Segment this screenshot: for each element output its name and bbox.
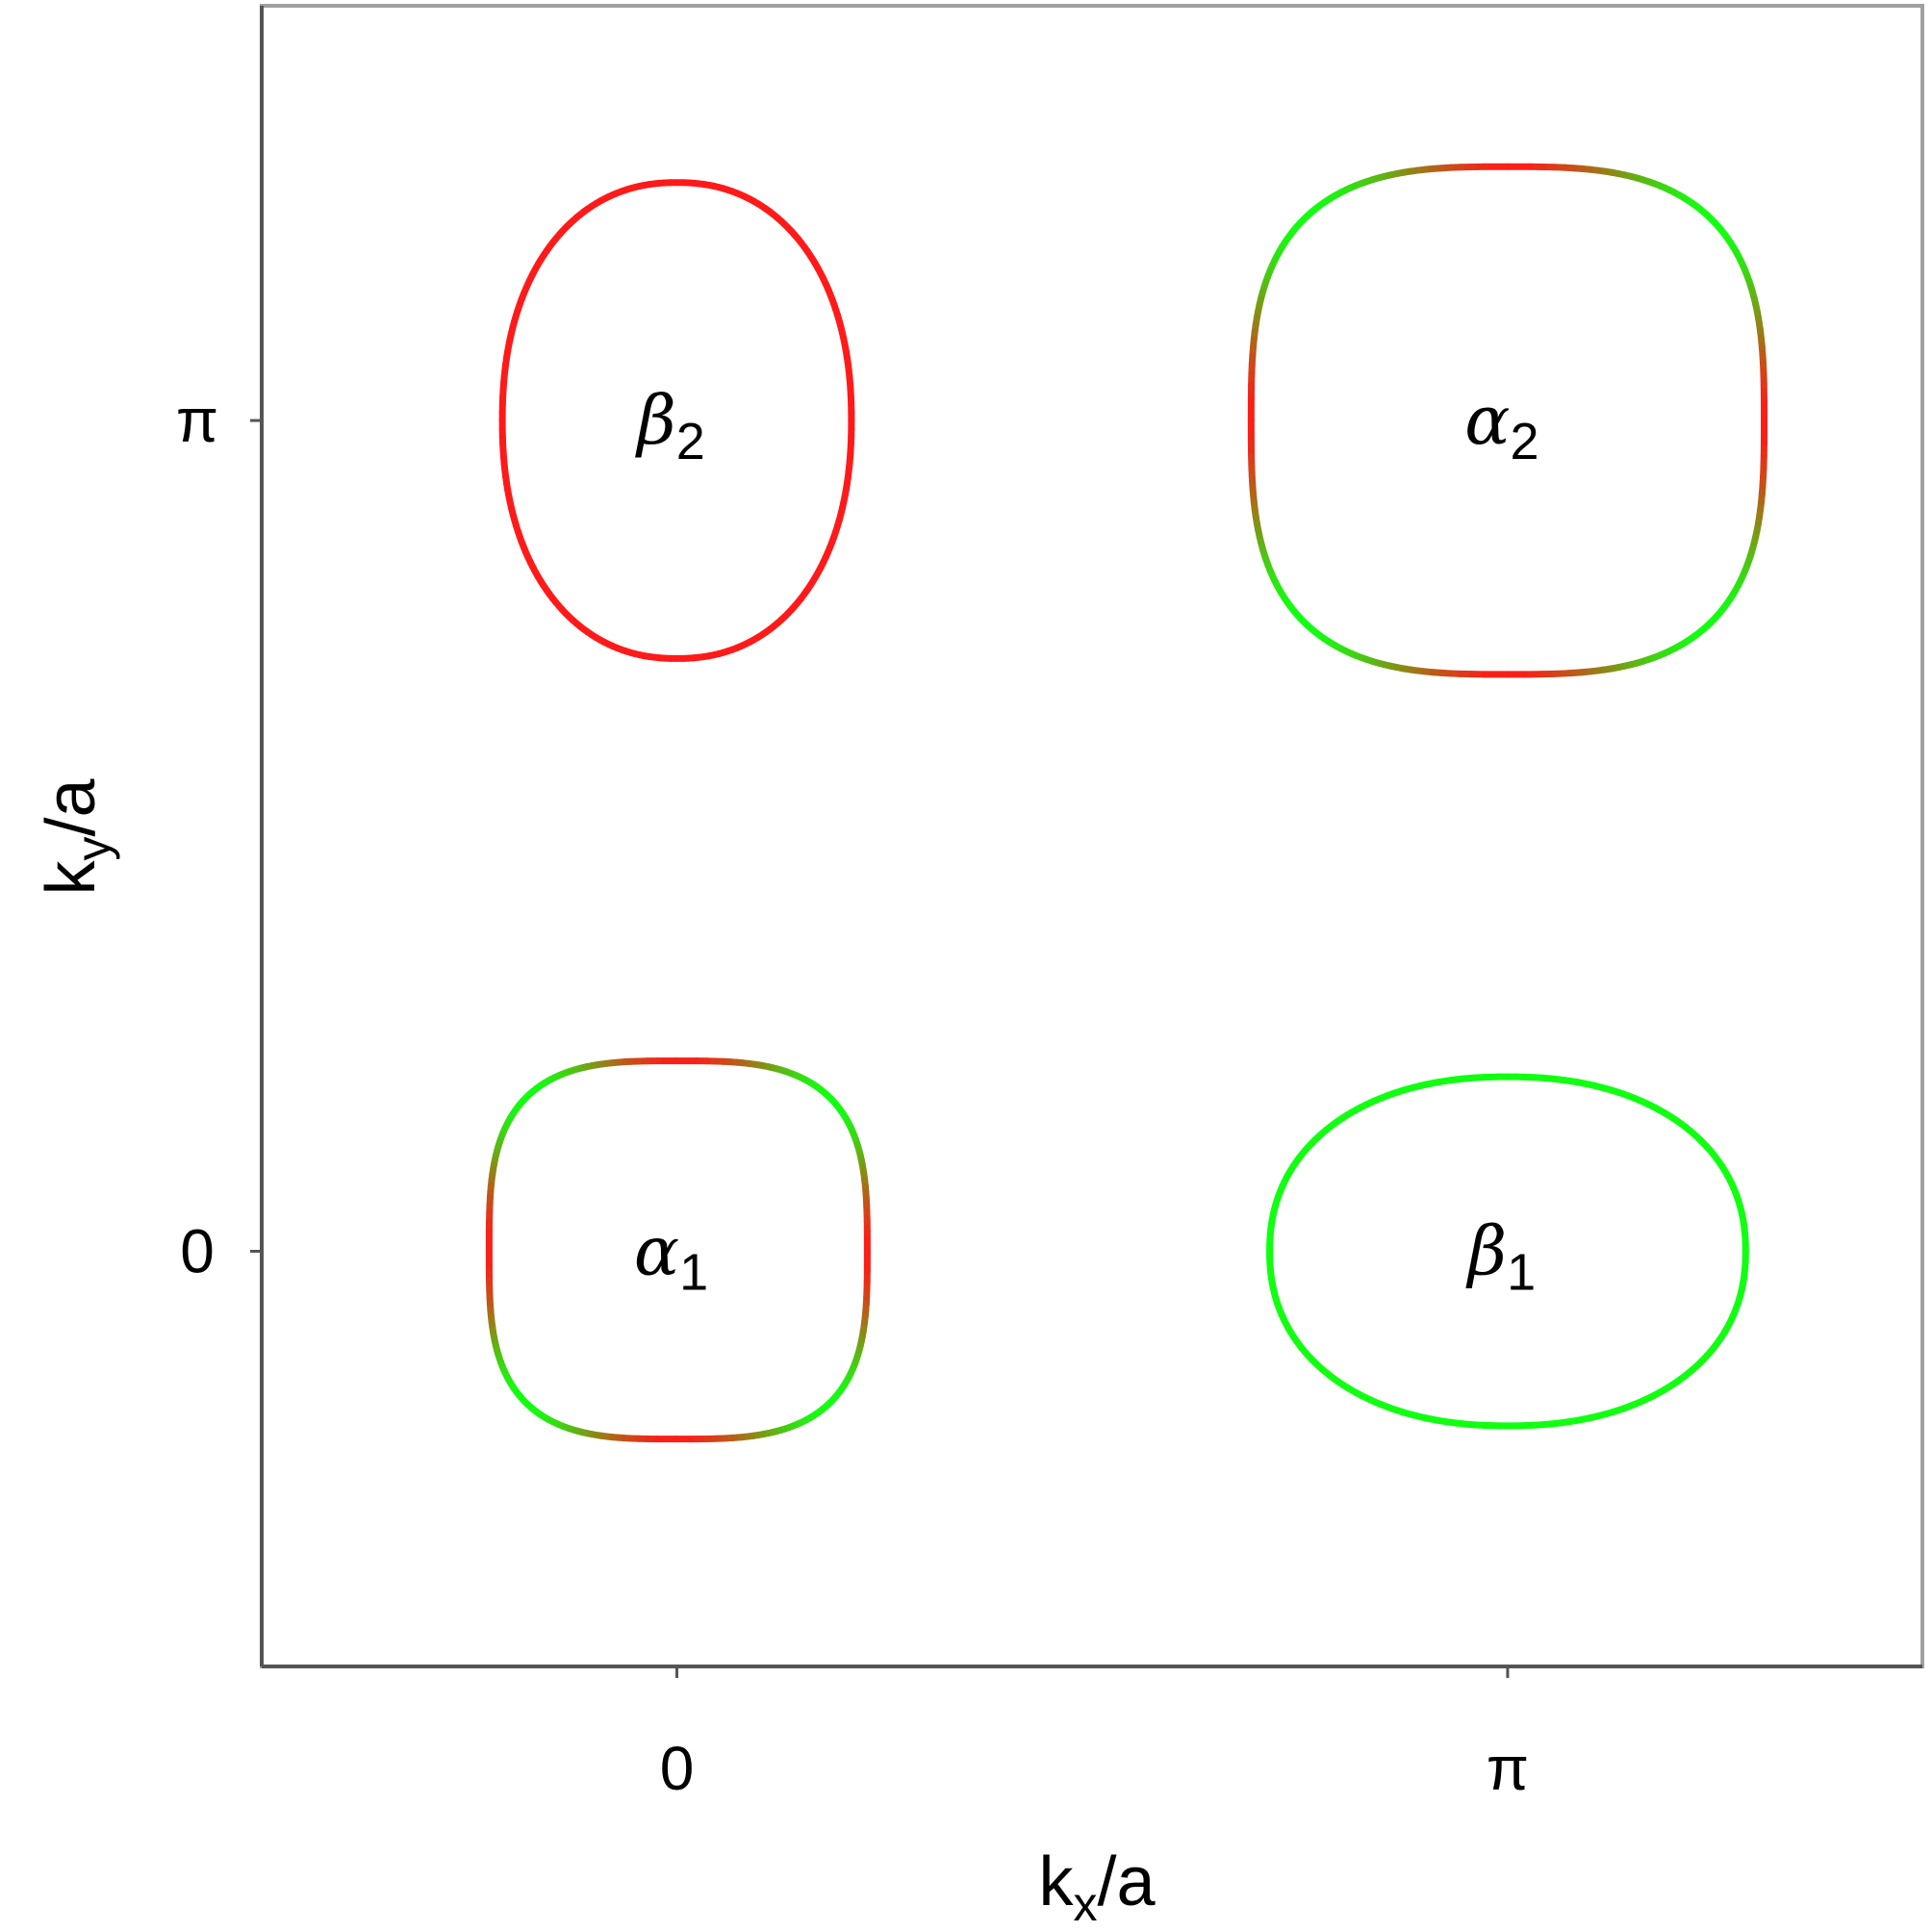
x-axis-title: kx/a: [1038, 1843, 1156, 1931]
pocket-label-subscript: 1: [1507, 1244, 1536, 1302]
pocket-label: α2: [1464, 381, 1538, 470]
pocket-label-subscript: 2: [676, 413, 705, 470]
pocket-label-subscript: 1: [679, 1244, 708, 1302]
pocket-label-symbol: α: [1464, 381, 1510, 460]
y-tick-label: 0: [180, 1217, 215, 1286]
pocket-label-symbol: β: [1465, 1212, 1507, 1291]
x-tick-label: 0: [660, 1734, 695, 1803]
series-α2-contour: [1247, 163, 1768, 678]
y-tick-label: π: [176, 386, 218, 455]
pocket-label: β2: [634, 381, 705, 470]
contour-layer: [485, 163, 1768, 1443]
pocket-label: α1: [634, 1212, 708, 1302]
series-β2-contour: [498, 179, 855, 662]
series-α1-contour: [485, 1057, 871, 1443]
pocket-label: β1: [1465, 1212, 1537, 1302]
pocket-label-subscript: 2: [1511, 413, 1539, 470]
plot-frame: [260, 4, 1924, 1668]
pocket-label-symbol: β: [634, 381, 675, 460]
tick-layer: 0 π 0 π: [176, 386, 1529, 1803]
y-axis-title: ky/a: [33, 778, 120, 896]
series-β1-contour: [1266, 1073, 1749, 1430]
x-tick-label: π: [1487, 1734, 1529, 1803]
pocket-label-symbol: α: [634, 1212, 679, 1291]
